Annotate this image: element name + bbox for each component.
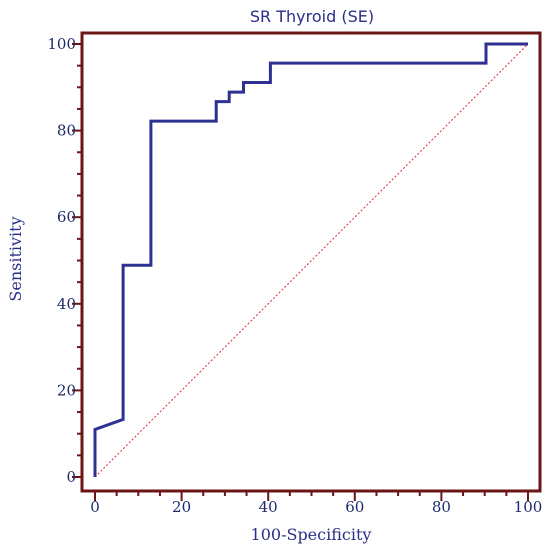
y-tick-label: 40 [57, 295, 76, 313]
chart-title: SR Thyroid (SE) [250, 7, 374, 26]
plot-frame [80, 31, 542, 493]
y-tick-label: 80 [57, 122, 76, 140]
x-tick-label: 100 [514, 498, 543, 516]
x-axis-title: 100-Specificity [251, 525, 372, 544]
y-tick-label: 0 [66, 468, 76, 486]
plot-area [93, 42, 529, 478]
y-axis-title: Sensitivity [6, 216, 25, 301]
x-tick-label: 60 [345, 498, 364, 516]
y-tick-label: 100 [47, 35, 76, 53]
y-tick-label: 20 [57, 381, 76, 399]
axis-ticks: 0 20 40 60 80 100 0 20 40 60 80 100 [47, 35, 542, 516]
x-tick-label: 80 [432, 498, 451, 516]
x-tick-label: 40 [259, 498, 278, 516]
reference-diagonal-line [94, 43, 529, 478]
y-tick-label: 60 [57, 208, 76, 226]
x-tick-label: 0 [90, 498, 100, 516]
x-tick-label: 20 [172, 498, 191, 516]
roc-curve-line [93, 42, 528, 477]
